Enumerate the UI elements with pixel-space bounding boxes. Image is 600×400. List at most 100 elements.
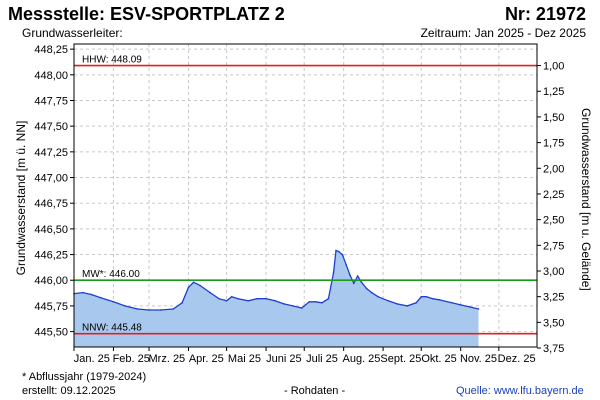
data-point — [148, 309, 150, 311]
right-tick-label: 2,25 — [543, 189, 564, 201]
right-tick-label: 2,75 — [543, 240, 564, 252]
data-point — [415, 302, 418, 304]
data-point — [230, 295, 233, 298]
x-tick-label: Aug. 25 — [343, 353, 381, 365]
data-point — [256, 297, 259, 300]
data-point — [308, 301, 311, 303]
data-point — [438, 299, 440, 301]
data-point — [345, 264, 348, 266]
data-point — [420, 295, 423, 298]
y-tick-label: 446,50 — [34, 224, 68, 236]
y-tick-label: 446,25 — [34, 250, 68, 262]
grid — [73, 44, 537, 347]
station-number: Nr: 21972 — [504, 4, 586, 24]
data-point — [99, 296, 102, 299]
data-point — [341, 253, 344, 256]
right-tick-label: 3,00 — [543, 266, 564, 278]
data-point — [314, 301, 317, 303]
data-point — [349, 274, 351, 276]
reference-lines: HHW: 448.09 MW*: 446.00 NNW: 445.48 — [74, 55, 537, 335]
y-tick-label: 448,00 — [34, 70, 68, 82]
right-tick-label: 3,75 — [543, 343, 564, 355]
data-point — [159, 309, 162, 311]
data-point — [353, 282, 355, 285]
data-point — [477, 308, 480, 310]
data-point — [406, 305, 409, 307]
data-point — [335, 249, 337, 252]
y-tick-label: 447,75 — [34, 95, 68, 107]
source-link[interactable]: Quelle: www.lfu.bayern.de — [456, 385, 584, 397]
axes: 448,25 448,00 447,75 447,50 447,25 447,00 446,… — [34, 43, 564, 365]
data-point — [247, 300, 250, 302]
right-tick-label: 1,75 — [543, 138, 564, 150]
data-point — [82, 291, 84, 294]
right-tick-label: 1,00 — [543, 61, 564, 73]
nnw-label: NNW: 445.48 — [82, 323, 142, 334]
right-tick-label: 2,00 — [543, 163, 564, 175]
data-point — [199, 284, 201, 287]
y-tick-label: 445,75 — [34, 301, 68, 313]
data-point — [265, 297, 267, 300]
data-point — [136, 308, 139, 310]
data-point — [209, 291, 211, 294]
data-point — [91, 293, 93, 296]
aquifer-label: Grundwasserleiter: — [22, 26, 123, 40]
data-point — [187, 286, 190, 289]
right-tick-label: 2,50 — [543, 215, 564, 227]
data-point — [337, 250, 340, 253]
data-point — [321, 302, 323, 304]
plot-frame — [73, 43, 538, 348]
data-point — [387, 300, 390, 302]
right-tick-label: 1,50 — [543, 112, 564, 124]
water-level-area — [74, 250, 479, 347]
data-point — [172, 308, 174, 310]
x-tick-label: Mai 25 — [228, 353, 261, 365]
x-tick-label: Juli 25 — [306, 353, 338, 365]
data-point — [377, 295, 379, 298]
data-point — [112, 301, 115, 303]
data-point — [274, 300, 276, 302]
data-point — [283, 303, 285, 305]
created-date: erstellt: 09.12.2025 — [22, 385, 116, 397]
data-point — [124, 305, 126, 307]
data-point — [356, 275, 359, 277]
data-point — [425, 295, 428, 298]
right-tick-label: 3,25 — [543, 292, 564, 304]
series — [73, 249, 480, 347]
data-point — [225, 300, 228, 302]
footnote: * Abflussjahr (1979-2024) — [22, 371, 147, 383]
y-tick-label: 448,25 — [34, 44, 68, 56]
data-point — [451, 302, 453, 304]
data-point — [468, 306, 471, 308]
x-tick-label: Juni 25 — [266, 353, 301, 365]
rawdata-label: - Rohdaten - — [284, 385, 346, 397]
x-tick-label: Apr. 25 — [189, 353, 224, 365]
station-title: Messstelle: ESV-SPORTPLATZ 2 — [8, 4, 285, 24]
x-tick-label: Feb. 25 — [113, 353, 150, 365]
y-tick-label: 447,00 — [34, 173, 68, 185]
y-tick-label: 445,50 — [34, 327, 68, 339]
x-tick-label: Mrz. 25 — [149, 353, 186, 365]
data-point — [396, 303, 398, 305]
data-point — [360, 281, 363, 284]
hhw-label: HHW: 448.09 — [82, 55, 142, 66]
data-point — [370, 291, 373, 294]
data-point — [237, 297, 239, 300]
data-point — [327, 297, 330, 300]
x-tick-label: Dez. 25 — [498, 353, 536, 365]
data-point — [332, 272, 335, 274]
data-point — [365, 287, 368, 290]
mw-label: MW*: 446.00 — [82, 269, 140, 280]
x-tick-label: Nov. 25 — [460, 353, 497, 365]
data-point — [218, 297, 220, 300]
data-point — [192, 281, 195, 284]
x-tick-label: Okt. 25 — [421, 353, 456, 365]
data-point — [300, 307, 303, 309]
y-tick-label: 447,25 — [34, 147, 68, 159]
period-label: Zeitraum: Jan 2025 - Dez 2025 — [420, 26, 586, 40]
x-tick-label: Sept. 25 — [380, 353, 421, 365]
data-point — [459, 304, 462, 306]
y-tick-label: 446,75 — [34, 198, 68, 210]
right-tick-label: 3,50 — [543, 317, 564, 329]
